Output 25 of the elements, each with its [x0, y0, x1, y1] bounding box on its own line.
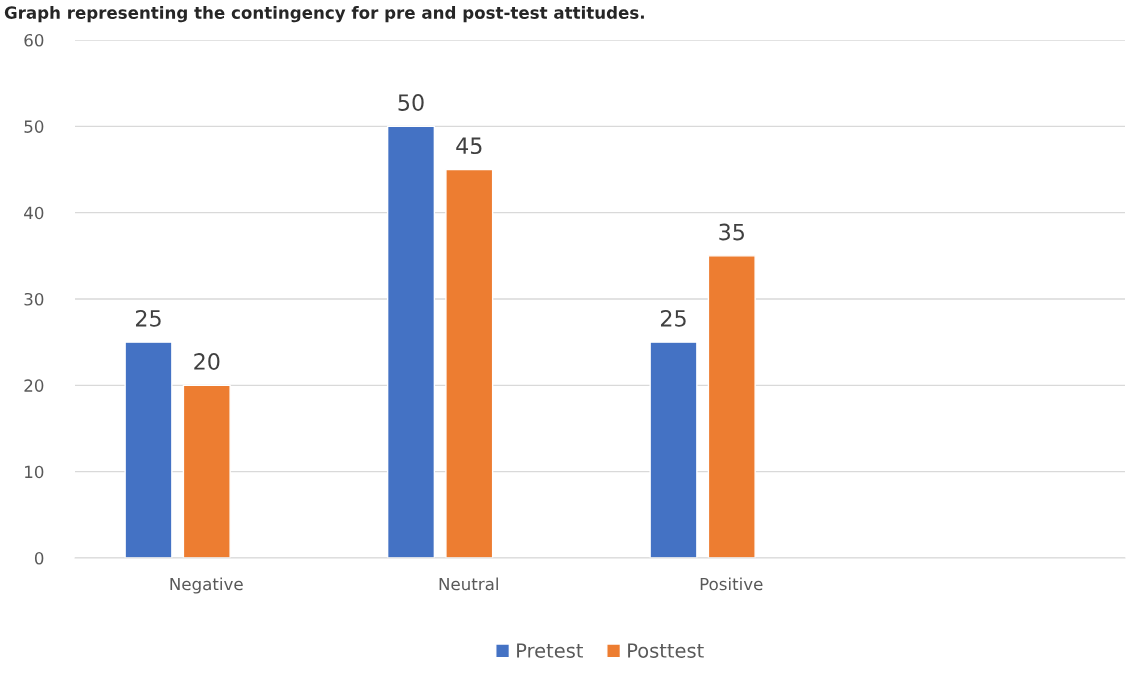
y-tick-label: 20	[24, 379, 44, 392]
bar	[386, 125, 436, 558]
bar	[707, 255, 756, 558]
data-label: 25	[660, 309, 686, 327]
data-label: 25	[135, 309, 161, 327]
chart-title: Graph representing the contingency for pre and post-test attitudes.	[4, 6, 644, 23]
bar	[445, 168, 494, 558]
bar	[649, 341, 698, 558]
y-tick-label: 40	[24, 206, 44, 220]
y-tick-label: 60	[24, 33, 44, 47]
x-tick-label: Positive	[700, 577, 763, 591]
y-tick-label: 50	[24, 120, 44, 133]
data-label: 20	[194, 353, 220, 370]
y-tick-label: 30	[24, 292, 44, 306]
data-label: 35	[719, 223, 744, 241]
y-tick-label: 10	[25, 465, 44, 479]
bar	[182, 384, 231, 558]
data-label: 50	[398, 94, 424, 111]
legend-label: Posttest	[628, 643, 704, 658]
legend-label: Pretest	[517, 643, 583, 658]
x-tick-label: Negative	[170, 577, 243, 594]
data-label: 45	[456, 137, 482, 155]
y-tick-label: 0	[34, 551, 44, 565]
x-tick-label: Neutral	[439, 577, 498, 591]
bar	[124, 341, 173, 558]
